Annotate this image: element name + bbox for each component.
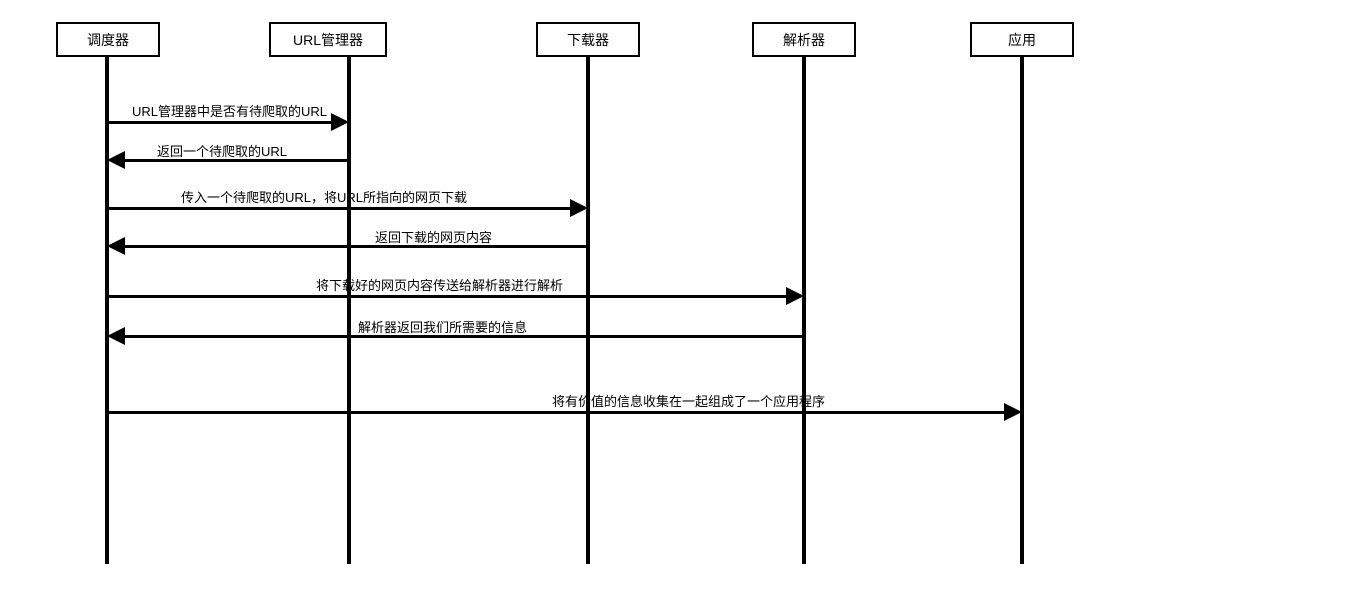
message-label: 将下载好的网页内容传送给解析器进行解析: [316, 275, 563, 294]
arrowhead-right-icon: [331, 113, 349, 131]
participant-label: 调度器: [87, 30, 129, 50]
message-label: 将有价值的信息收集在一起组成了一个应用程序: [552, 391, 825, 410]
lifeline-urlmgr: [347, 57, 351, 564]
participant-label: 下载器: [567, 30, 609, 50]
arrowhead-left-icon: [107, 237, 125, 255]
lifeline-downloader: [586, 57, 590, 564]
message-arrow: [107, 411, 1004, 414]
message-arrow: [125, 245, 588, 248]
arrowhead-right-icon: [570, 199, 588, 217]
participant-label: 应用: [1008, 30, 1036, 50]
message-label: URL管理器中是否有待爬取的URL: [132, 101, 327, 120]
arrowhead-right-icon: [786, 287, 804, 305]
arrowhead-left-icon: [107, 151, 125, 169]
message-label: 返回下载的网页内容: [375, 227, 492, 246]
message-label: 传入一个待爬取的URL，将URL所指向的网页下载: [181, 187, 467, 206]
participant-box-parser: 解析器: [752, 22, 856, 57]
message-arrow: [107, 207, 570, 210]
participant-box-app: 应用: [970, 22, 1074, 57]
lifeline-scheduler: [105, 57, 109, 564]
participant-box-scheduler: 调度器: [56, 22, 160, 57]
message-label: 返回一个待爬取的URL: [157, 141, 287, 160]
arrowhead-right-icon: [1004, 403, 1022, 421]
participant-label: URL管理器: [293, 30, 363, 50]
message-arrow: [107, 121, 331, 124]
lifeline-app: [1020, 57, 1024, 564]
participant-label: 解析器: [783, 30, 825, 50]
arrowhead-left-icon: [107, 327, 125, 345]
message-label: 解析器返回我们所需要的信息: [358, 317, 527, 336]
participant-box-urlmgr: URL管理器: [269, 22, 387, 57]
participant-box-downloader: 下载器: [536, 22, 640, 57]
lifeline-parser: [802, 57, 806, 564]
message-arrow: [107, 295, 786, 298]
